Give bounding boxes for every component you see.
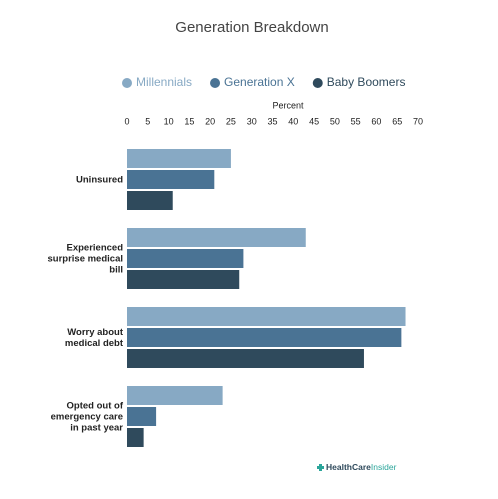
logo-brand-text: HealthCare (326, 462, 371, 472)
x-tick-label: 60 (371, 116, 381, 126)
x-tick-label: 25 (226, 116, 236, 126)
x-tick-label: 65 (392, 116, 402, 126)
legend-marker (122, 78, 132, 88)
bar (127, 428, 144, 447)
bar (127, 170, 215, 189)
x-tick-label: 5 (145, 116, 150, 126)
y-tick-label: Worry about medical debt (64, 326, 123, 349)
logo-suffix: Insider (371, 462, 397, 472)
x-tick-label: 0 (124, 116, 129, 126)
y-tick-label: Uninsured (76, 174, 123, 185)
x-tick-label: 35 (267, 116, 277, 126)
bar (127, 328, 402, 347)
legend-marker (210, 78, 221, 88)
bar (127, 149, 231, 168)
y-tick-label: Experienced surprise medical bill (47, 242, 123, 275)
x-tick-label: 15 (184, 116, 194, 126)
bar (127, 191, 173, 210)
x-axis-label: Percent (272, 100, 304, 110)
x-tick-label: 10 (164, 116, 174, 126)
legend-marker (312, 78, 323, 88)
bar (127, 407, 157, 426)
bar (127, 249, 244, 268)
x-tick-label: 45 (309, 116, 319, 126)
bar (127, 228, 306, 247)
chart-title: Generation Breakdown (175, 19, 328, 36)
bar (127, 270, 240, 289)
logo-icon (317, 464, 324, 471)
y-tick-label: Opted out of emergency care in past year (50, 400, 123, 433)
x-tick-label: 70 (413, 116, 423, 126)
logo-brand: HealthCareInsider (326, 462, 397, 472)
bar (127, 386, 223, 405)
legend-label: Baby Boomers (327, 75, 406, 89)
x-tick-label: 55 (351, 116, 361, 126)
legend-label: Generation X (224, 75, 295, 89)
x-tick-label: 40 (288, 116, 298, 126)
legend-label: Millennials (136, 75, 192, 89)
bar (127, 349, 364, 368)
x-tick-label: 50 (330, 116, 340, 126)
bar (127, 307, 406, 326)
x-tick-label: 20 (205, 116, 215, 126)
x-tick-label: 30 (247, 116, 257, 126)
